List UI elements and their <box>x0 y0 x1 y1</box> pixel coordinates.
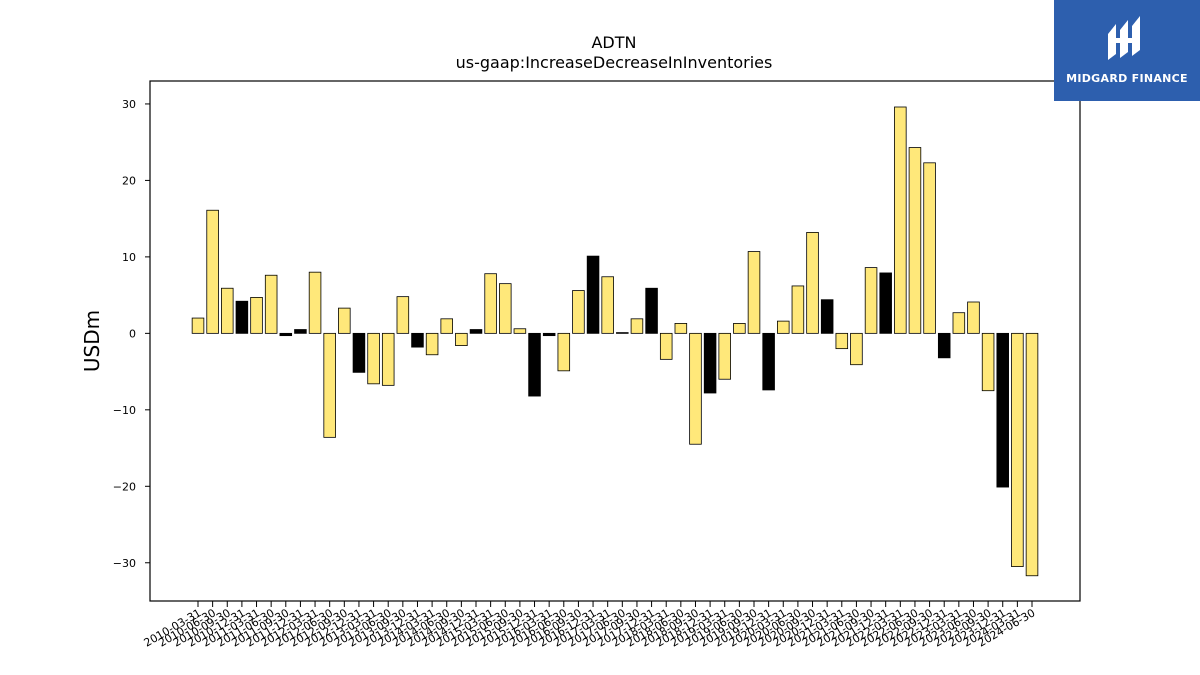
bar-2013-06-30 <box>381 332 395 386</box>
bar-2014-09-30 <box>455 332 468 346</box>
bar-2017-09-30 <box>630 318 644 334</box>
bar-2020-12-31 <box>820 299 834 334</box>
bar-2019-09-30 <box>747 251 761 334</box>
brand-logo: MIDGARD FINANCE <box>1054 0 1200 101</box>
chart-title: ADTN <box>591 33 636 52</box>
bar-2013-03-31 <box>367 332 380 385</box>
bar-2018-09-30 <box>689 332 702 445</box>
bar-2022-09-30 <box>923 162 936 334</box>
bar-2011-03-31 <box>250 297 263 334</box>
bar-2014-03-31 <box>425 332 439 356</box>
bar-2012-12-31 <box>352 332 366 373</box>
bar-2017-12-31 <box>645 287 658 334</box>
bar-2011-06-30 <box>264 274 278 334</box>
bar-2016-09-30 <box>572 290 585 334</box>
bar-2017-03-31 <box>601 276 614 334</box>
bar-2016-03-31 <box>542 332 556 337</box>
bar-2019-06-30 <box>733 323 746 334</box>
bar-2021-09-30 <box>864 267 878 334</box>
bar-2019-12-31 <box>762 332 775 391</box>
bar-2014-06-30 <box>440 318 453 334</box>
y-tick-label: 20 <box>122 174 136 187</box>
bar-2021-03-31 <box>835 332 849 350</box>
bar-2018-12-31 <box>703 332 717 394</box>
bar-2011-09-30 <box>279 332 293 337</box>
bar-2022-06-30 <box>908 147 922 334</box>
bar-2016-06-30 <box>557 332 571 372</box>
brand-name: MIDGARD FINANCE <box>1066 72 1188 85</box>
bar-2018-03-31 <box>659 332 673 360</box>
bar-2015-03-31 <box>484 273 497 334</box>
y-tick-label: 30 <box>122 98 136 111</box>
bar-2011-12-31 <box>294 329 307 334</box>
bar-2019-03-31 <box>718 332 731 380</box>
bar-2015-12-31 <box>528 332 541 397</box>
bar-2023-09-30 <box>981 332 995 392</box>
bar-2015-06-30 <box>499 283 512 334</box>
bar-2021-06-30 <box>850 332 863 366</box>
bar-2023-12-31 <box>996 332 1009 488</box>
bar-2013-12-31 <box>411 332 424 348</box>
y-tick-label: −10 <box>113 404 136 417</box>
midgard-logo-icon <box>1108 16 1140 60</box>
bar-2010-03-31 <box>191 317 205 334</box>
y-tick-label: 0 <box>129 327 136 340</box>
bar-2024-06-30 <box>1025 332 1039 577</box>
y-tick-label: 10 <box>122 251 136 264</box>
bar-2021-12-31 <box>879 272 892 334</box>
bar-2022-03-31 <box>894 106 907 334</box>
bar-2016-12-31 <box>586 255 600 334</box>
bar-2010-09-30 <box>221 287 234 334</box>
bar-2010-12-31 <box>235 300 249 334</box>
bar-2012-09-30 <box>338 307 351 334</box>
bar-2010-06-30 <box>206 209 219 334</box>
y-tick-label: −30 <box>113 557 136 570</box>
y-axis: −30 −20 −10 0 10 20 30 <box>113 98 150 570</box>
bar-2015-09-30 <box>513 328 527 334</box>
bar-2014-12-31 <box>469 329 483 334</box>
x-axis: 2010-03-312010-06-302010-09-302010-12-31… <box>142 601 1038 650</box>
y-tick-label: −20 <box>113 480 136 493</box>
chart-subtitle: us-gaap:IncreaseDecreaseInInventories <box>456 53 773 72</box>
plot-frame <box>149 80 1081 602</box>
bar-2020-09-30 <box>806 232 819 334</box>
bar-2023-03-31 <box>952 312 966 334</box>
bar-2012-06-30 <box>323 332 336 438</box>
bar-2013-09-30 <box>396 296 410 334</box>
bar-2018-06-30 <box>674 323 688 334</box>
bar-2024-03-31 <box>1011 332 1024 567</box>
bar-2017-06-30 <box>616 332 629 334</box>
bar-2023-06-30 <box>967 301 980 334</box>
y-axis-label: USDm <box>80 310 104 372</box>
bar-2012-03-31 <box>308 271 322 334</box>
bar-2020-06-30 <box>791 285 805 334</box>
bar-2020-03-31 <box>777 320 790 334</box>
bar-2022-12-31 <box>937 332 951 359</box>
bars-group <box>191 106 1039 577</box>
